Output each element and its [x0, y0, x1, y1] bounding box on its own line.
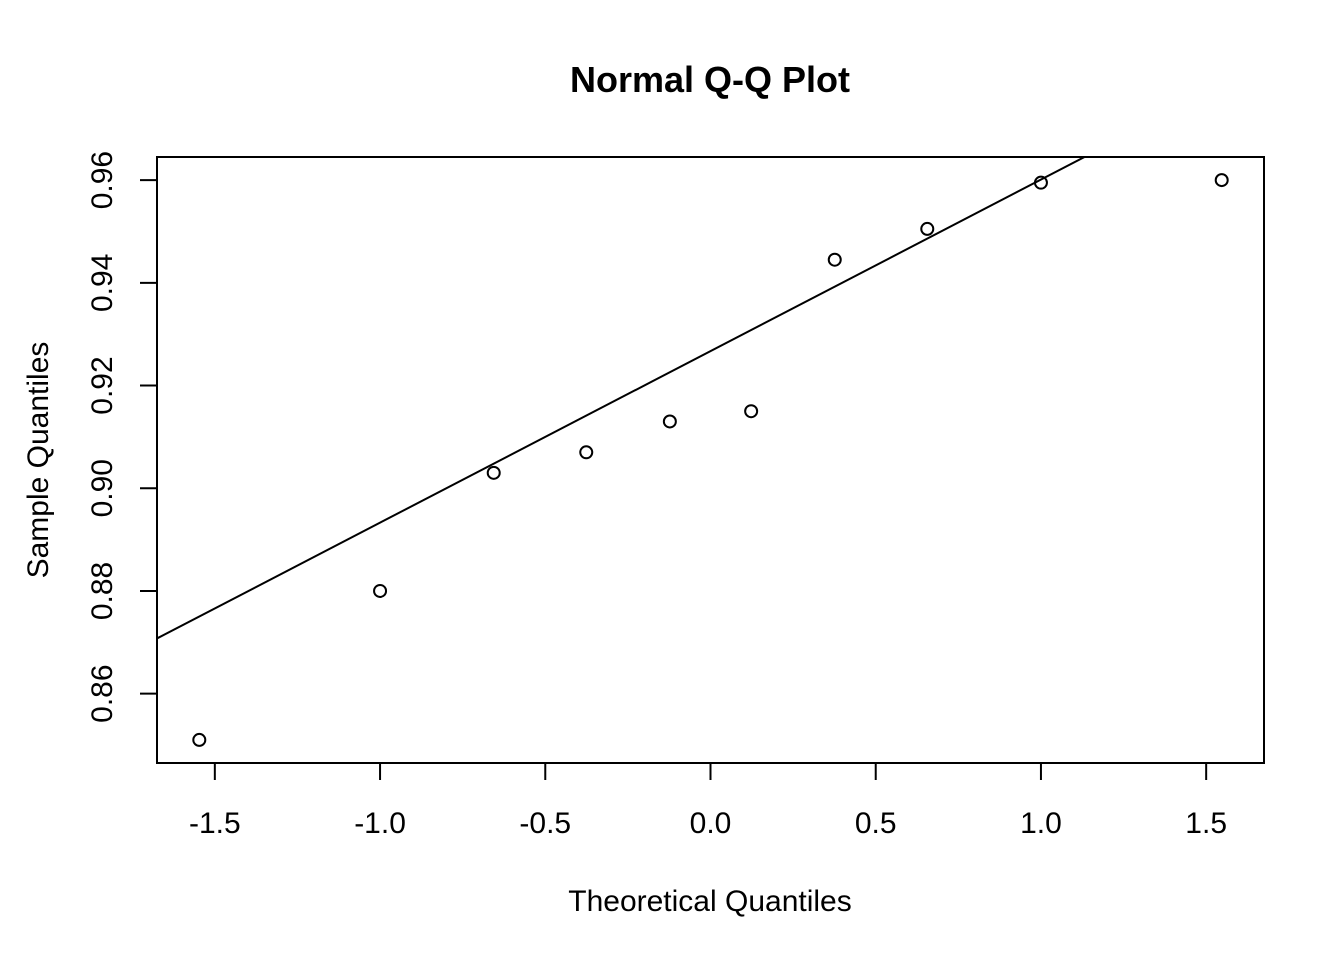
x-tick-label: 0.5 — [855, 807, 897, 840]
y-axis-label: Sample Quantiles — [22, 342, 55, 579]
points-layer — [192, 173, 1229, 747]
x-axis-label: Theoretical Quantiles — [568, 885, 851, 918]
y-axis: 0.86 0.88 0.90 0.92 0.94 0.96 — [86, 151, 158, 723]
x-tick-label: 1.5 — [1185, 807, 1227, 840]
y-tick-label: 0.88 — [86, 562, 119, 620]
data-point — [579, 445, 594, 460]
x-tick-label: 0.0 — [690, 807, 732, 840]
y-tick-label: 0.96 — [86, 151, 119, 209]
x-tick-label: -0.5 — [519, 807, 571, 840]
chart-title: Normal Q-Q Plot — [570, 59, 850, 100]
y-tick-label: 0.94 — [86, 254, 119, 312]
data-point — [373, 583, 388, 598]
data-point — [1214, 173, 1229, 188]
x-tick-label: -1.0 — [354, 807, 406, 840]
data-point — [827, 252, 842, 267]
y-tick-label: 0.86 — [86, 664, 119, 722]
data-point — [662, 414, 677, 429]
x-tick-label: 1.0 — [1020, 807, 1062, 840]
data-point — [1033, 175, 1048, 190]
qq-reference-line — [157, 157, 1087, 640]
data-point — [920, 221, 935, 236]
plot-frame — [156, 156, 1265, 764]
data-point — [744, 404, 759, 419]
data-point — [192, 732, 207, 747]
x-tick-label: -1.5 — [189, 807, 241, 840]
y-tick-label: 0.92 — [86, 356, 119, 414]
reference-line-layer — [157, 157, 1087, 640]
x-axis: -1.5 -1.0 -0.5 0.0 0.5 1.0 1.5 — [189, 762, 1227, 840]
data-point — [486, 465, 501, 480]
y-tick-label: 0.90 — [86, 459, 119, 517]
